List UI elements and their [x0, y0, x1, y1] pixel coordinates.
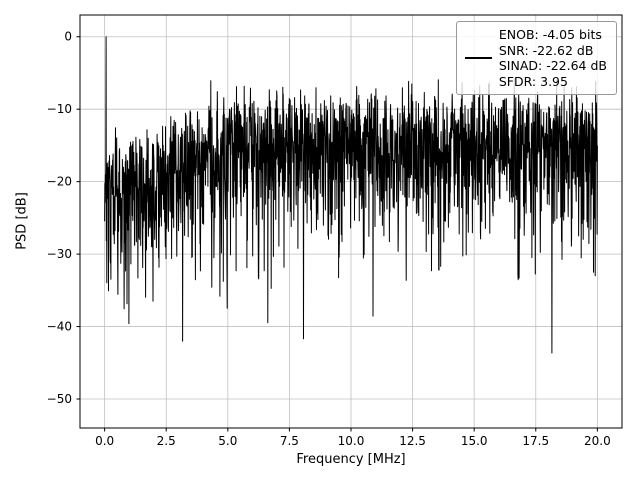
y-tick-label: −20 — [47, 175, 72, 189]
y-tick-label: −30 — [47, 247, 72, 261]
x-tick-label: 20.0 — [584, 434, 611, 448]
psd-noise-trace — [104, 36, 598, 354]
legend-entry-enob: ENOB: -4.05 bits — [498, 27, 602, 42]
x-axis-label: Frequency [MHz] — [296, 452, 406, 467]
x-tick-label: 0.0 — [95, 434, 114, 448]
legend: ENOB: -4.05 bits SNR: -22.62 dB SINAD: -… — [455, 21, 617, 95]
x-tick-label: 2.5 — [157, 434, 176, 448]
legend-text-block: ENOB: -4.05 bits SNR: -22.62 dB SINAD: -… — [499, 27, 607, 89]
legend-entry-sfdr: SFDR: 3.95 — [498, 73, 568, 89]
x-tick-label: 5.0 — [218, 434, 237, 448]
y-tick-label: 0 — [64, 30, 72, 44]
x-tick-label: 7.5 — [280, 434, 299, 448]
legend-entry-sinad: SINAD: -22.64 dB — [498, 58, 607, 73]
x-tick-label: 12.5 — [399, 434, 426, 448]
x-tick-label: 17.5 — [522, 434, 549, 448]
y-axis-label: PSD [dB] — [14, 192, 30, 250]
y-tick-label: −40 — [47, 320, 72, 334]
x-tick-label: 15.0 — [461, 434, 488, 448]
y-tick-label: −50 — [47, 392, 72, 406]
x-tick-label: 10.0 — [338, 434, 365, 448]
legend-entry-snr: SNR: -22.62 dB — [498, 42, 594, 58]
y-tick-label: −10 — [47, 102, 72, 116]
legend-line-sample-icon — [464, 57, 492, 59]
